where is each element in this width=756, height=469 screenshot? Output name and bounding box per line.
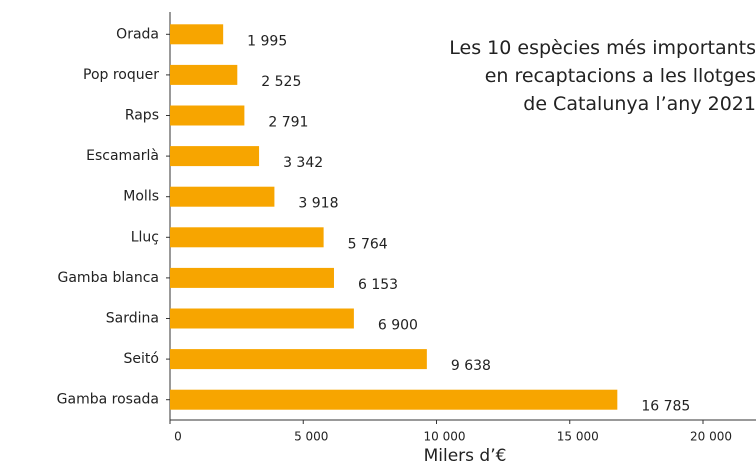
chart-title: Les 10 espècies més importants en recapt… xyxy=(449,37,756,115)
value-label: 5 764 xyxy=(348,236,388,252)
y-tick-label: Gamba blanca xyxy=(58,270,160,286)
x-tick-label: 5 000 xyxy=(294,430,328,444)
bar xyxy=(170,186,275,207)
y-tick-label: Lluç xyxy=(131,229,159,245)
y-tick-label: Molls xyxy=(123,189,159,205)
y-tick-label: Seitó xyxy=(124,351,159,367)
bar xyxy=(170,267,334,288)
bar xyxy=(170,308,354,329)
y-tick-label: Orada xyxy=(116,26,159,42)
bar xyxy=(170,389,618,410)
bar xyxy=(170,349,427,370)
value-label: 2 525 xyxy=(261,74,301,90)
value-label: 16 785 xyxy=(641,399,690,415)
bar xyxy=(170,227,324,248)
value-label: 6 900 xyxy=(378,318,418,334)
y-tick-label: Escamarlà xyxy=(86,148,159,164)
x-tick-label: 20 000 xyxy=(690,430,732,444)
bar xyxy=(170,146,260,167)
value-label: 1 995 xyxy=(247,33,287,49)
y-tick-label: Gamba rosada xyxy=(57,392,159,408)
x-tick-label: 0 xyxy=(174,430,182,444)
value-label: 2 791 xyxy=(268,115,308,131)
value-label: 9 638 xyxy=(451,358,491,374)
bar xyxy=(170,105,245,126)
value-label: 3 918 xyxy=(298,196,338,212)
y-tick-label: Raps xyxy=(125,108,159,124)
x-tick-label: 10 000 xyxy=(424,430,466,444)
x-tick-label: 15 000 xyxy=(557,430,599,444)
y-tick-label: Pop roquer xyxy=(83,67,159,83)
y-tick-label: Sardina xyxy=(106,311,159,327)
value-label: 6 153 xyxy=(358,277,398,293)
bar xyxy=(170,24,224,45)
bar xyxy=(170,64,238,85)
x-axis-label: Milers d’€ xyxy=(424,446,507,466)
value-label: 3 342 xyxy=(283,155,323,171)
